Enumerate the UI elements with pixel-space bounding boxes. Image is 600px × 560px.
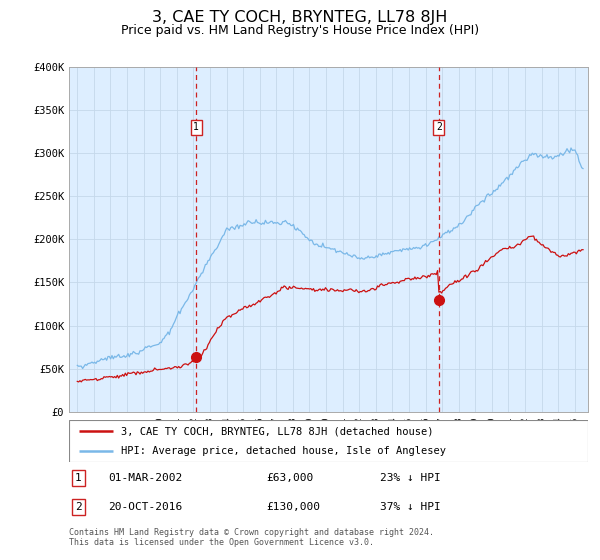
- Text: 20-OCT-2016: 20-OCT-2016: [108, 502, 182, 512]
- Text: 1: 1: [193, 123, 199, 133]
- Text: 1: 1: [75, 473, 82, 483]
- Text: 23% ↓ HPI: 23% ↓ HPI: [380, 473, 441, 483]
- Text: 01-MAR-2002: 01-MAR-2002: [108, 473, 182, 483]
- Text: 2: 2: [75, 502, 82, 512]
- Text: Contains HM Land Registry data © Crown copyright and database right 2024.
This d: Contains HM Land Registry data © Crown c…: [69, 528, 434, 547]
- Text: £63,000: £63,000: [266, 473, 313, 483]
- Text: 3, CAE TY COCH, BRYNTEG, LL78 8JH: 3, CAE TY COCH, BRYNTEG, LL78 8JH: [152, 10, 448, 25]
- FancyBboxPatch shape: [69, 420, 588, 462]
- Text: 37% ↓ HPI: 37% ↓ HPI: [380, 502, 441, 512]
- Text: £130,000: £130,000: [266, 502, 320, 512]
- Text: HPI: Average price, detached house, Isle of Anglesey: HPI: Average price, detached house, Isle…: [121, 446, 446, 456]
- Text: 2: 2: [436, 123, 442, 133]
- Text: Price paid vs. HM Land Registry's House Price Index (HPI): Price paid vs. HM Land Registry's House …: [121, 24, 479, 36]
- Text: 3, CAE TY COCH, BRYNTEG, LL78 8JH (detached house): 3, CAE TY COCH, BRYNTEG, LL78 8JH (detac…: [121, 426, 433, 436]
